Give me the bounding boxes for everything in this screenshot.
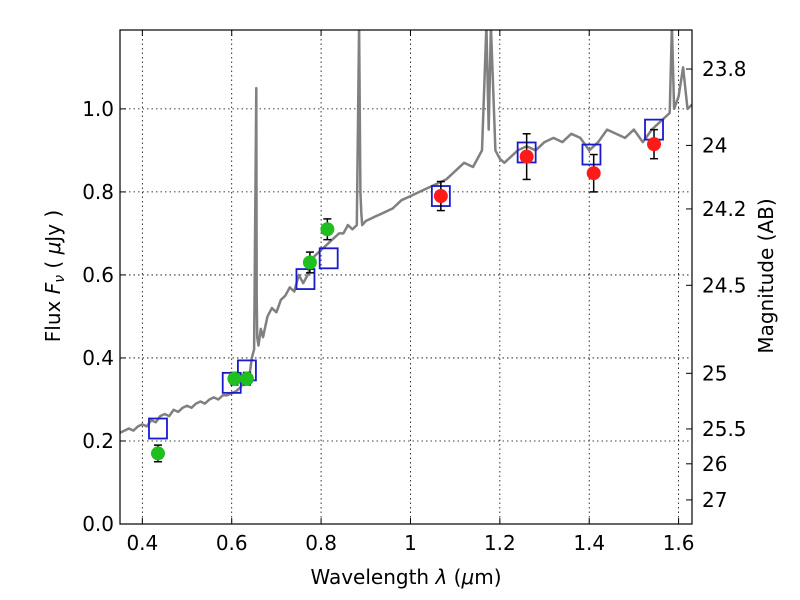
- photometry-point: [227, 371, 242, 386]
- axes: [119, 29, 693, 525]
- y-tick-label: 0.6: [82, 263, 114, 287]
- tick-labels: 0.4 0.6 0.8 1 1.2 1.4 1.6 0.0 0.2 0.4 0.6 0.8 1.0 23.…: [82, 57, 746, 555]
- y-tick-label: 0.8: [82, 180, 114, 204]
- y-axis-label: Flux Fν ( μJy ): [41, 210, 68, 342]
- x-tick-label: 1.2: [484, 531, 516, 555]
- photometry-point: [586, 166, 601, 181]
- y-tick-label: 0.2: [82, 429, 114, 453]
- photometry-point: [320, 222, 335, 237]
- magnitude-tick-label: 24: [702, 133, 727, 157]
- x-tick-label: 0.6: [216, 531, 248, 555]
- x-tick-label: 1: [404, 531, 417, 555]
- magnitude-tick-label: 25.5: [702, 417, 747, 441]
- grid: [120, 30, 692, 525]
- photometry-point: [519, 149, 534, 164]
- photometry-point: [433, 189, 448, 204]
- photometry-point: [302, 255, 317, 270]
- magnitude-tick-label: 24.5: [702, 273, 747, 297]
- model-box-marker: [318, 247, 339, 270]
- x-tick-label: 1.4: [573, 531, 605, 555]
- magnitude-tick-label: 25: [702, 361, 727, 385]
- x-tick-label: 0.4: [126, 531, 158, 555]
- plot-area: [120, 30, 692, 463]
- model-box-marker: [581, 143, 602, 166]
- photometry-point: [647, 137, 662, 152]
- magnitude-tick-label: 24.2: [702, 197, 747, 221]
- y-tick-label: 0.0: [82, 512, 114, 536]
- photometry-point: [150, 446, 165, 461]
- x-tick-label: 1.6: [663, 531, 695, 555]
- x-axis-label: Wavelength λ (μm): [310, 565, 501, 589]
- x-tick-label: 0.8: [305, 531, 337, 555]
- photometry-point: [239, 371, 254, 386]
- magnitude-tick-label: 27: [702, 488, 727, 512]
- plot-frame: [119, 29, 693, 525]
- right-axis-label: Magnitude (AB): [754, 198, 778, 353]
- y-tick-label: 0.4: [82, 346, 114, 370]
- model-box-marker: [295, 268, 316, 290]
- magnitude-tick-label: 23.8: [702, 57, 747, 81]
- model-spectrum-line: [120, 30, 692, 434]
- y-tick-label: 1.0: [82, 97, 114, 121]
- model-box-marker: [148, 417, 168, 440]
- magnitude-tick-label: 26: [702, 452, 727, 476]
